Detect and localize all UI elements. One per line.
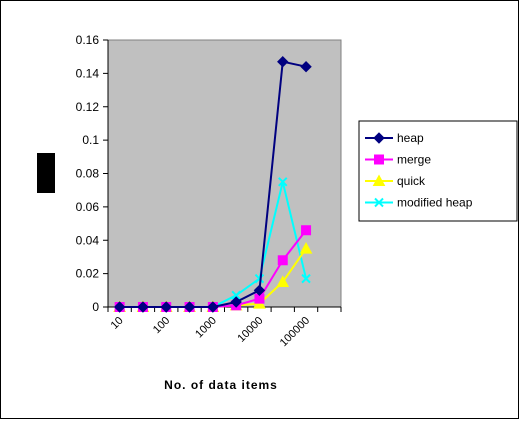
legend-item: heap: [365, 131, 424, 145]
legend-item: quick: [365, 174, 426, 188]
y-axis-stub: [37, 153, 55, 193]
x-axis: 10 100 1000 10000 100000: [107, 306, 342, 349]
data-point: [207, 301, 219, 313]
x-tick-label: 100000: [278, 315, 312, 349]
data-point: [299, 242, 313, 254]
data-point: [231, 290, 241, 301]
data-point: [372, 174, 386, 186]
legend-item: merge: [365, 153, 431, 167]
legend-label: heap: [397, 131, 424, 145]
x-axis-title: No. of data items: [164, 378, 278, 392]
data-point: [374, 154, 384, 165]
data-point: [277, 55, 289, 68]
legend-label: merge: [397, 153, 431, 167]
data-point: [230, 296, 242, 308]
data-point: [183, 301, 196, 313]
legend: heap merge quick modified heap: [358, 120, 518, 222]
legend-label: modified heap: [397, 196, 473, 210]
data-point: [253, 284, 266, 297]
data-point: [137, 301, 149, 313]
y-tick-label: 0: [92, 300, 99, 314]
data-point: [301, 225, 312, 236]
x-tick-label: 10000: [235, 315, 265, 345]
x-tick-label: 1000: [193, 315, 219, 341]
y-tick-label: 0.04: [76, 233, 100, 247]
legend-label: quick: [397, 174, 426, 188]
y-tick-label: 0.08: [76, 167, 100, 181]
legend-item: modified heap: [365, 196, 473, 210]
series-layer: [113, 55, 313, 313]
y-tick-label: 0.02: [76, 267, 100, 281]
data-point: [300, 60, 312, 73]
data-point: [160, 301, 172, 313]
data-point: [373, 132, 385, 144]
data-point: [254, 273, 265, 284]
y-tick-label: 0.06: [76, 200, 100, 214]
y-tick-label: 0.14: [76, 66, 100, 80]
y-tick-label: 0.1: [82, 133, 99, 147]
data-point: [113, 301, 126, 313]
x-tick-label: 100: [151, 315, 172, 336]
series-heap: [113, 55, 312, 313]
y-tick-label: 0.16: [76, 33, 100, 47]
y-axis: 0 0.02 0.04 0.06 0.08 0.1 0.12 0.14 0.16: [76, 33, 109, 314]
data-point: [277, 255, 288, 266]
data-point: [374, 197, 384, 208]
plot-area: [107, 39, 342, 308]
data-point: [278, 177, 288, 187]
x-tick-label: 10: [109, 315, 126, 332]
data-point: [276, 275, 290, 287]
data-point: [301, 273, 311, 284]
y-tick-label: 0.12: [76, 100, 100, 114]
